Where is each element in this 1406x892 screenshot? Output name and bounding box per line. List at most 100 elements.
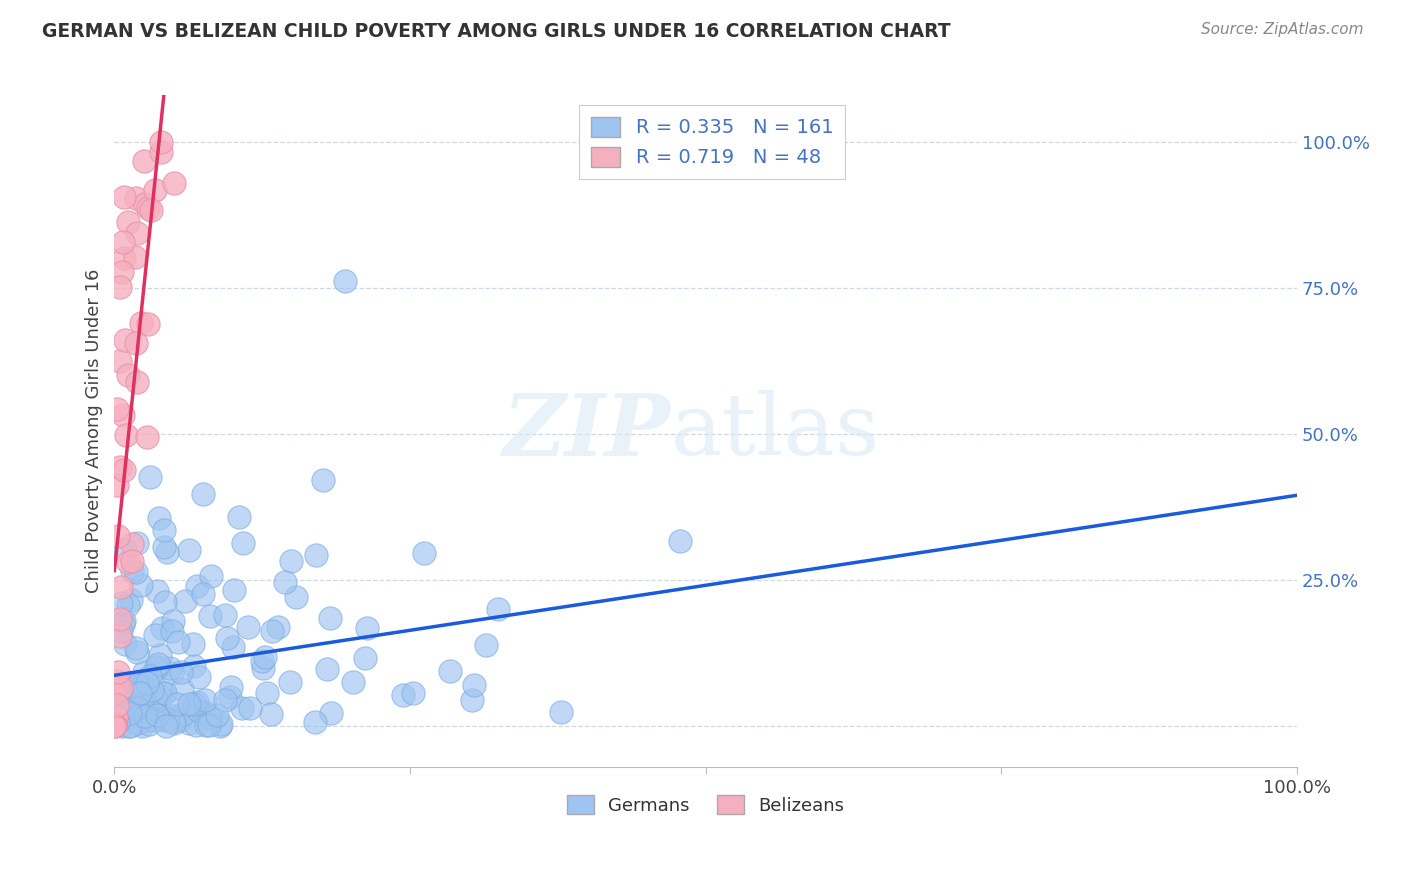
- Point: [112, 408, 135, 422]
- Point: [311, 473, 333, 487]
- Point: [121, 554, 143, 568]
- Point: [191, 705, 214, 719]
- Point: [197, 718, 219, 732]
- Point: [136, 675, 159, 690]
- Point: [260, 706, 283, 721]
- Point: [198, 711, 221, 725]
- Point: [125, 640, 148, 655]
- Point: [136, 201, 159, 215]
- Point: [125, 565, 148, 579]
- Point: [115, 682, 138, 697]
- Point: [125, 191, 148, 205]
- Point: [439, 664, 461, 678]
- Point: [148, 657, 170, 671]
- Point: [125, 677, 148, 691]
- Point: [162, 709, 184, 723]
- Point: [402, 686, 425, 700]
- Point: [239, 701, 262, 715]
- Point: [207, 707, 229, 722]
- Point: [172, 682, 194, 697]
- Point: [139, 470, 162, 484]
- Point: [104, 718, 127, 732]
- Point: [166, 697, 188, 711]
- Point: [118, 701, 141, 715]
- Point: [139, 669, 162, 683]
- Point: [112, 189, 135, 203]
- Point: [120, 593, 142, 607]
- Point: [156, 545, 179, 559]
- Point: [115, 428, 138, 442]
- Point: [304, 715, 326, 730]
- Point: [112, 615, 135, 629]
- Point: [110, 580, 132, 594]
- Point: [105, 673, 128, 688]
- Point: [136, 318, 159, 332]
- Point: [183, 697, 205, 711]
- Point: [194, 693, 217, 707]
- Point: [166, 634, 188, 648]
- Text: atlas: atlas: [671, 390, 879, 473]
- Point: [112, 252, 135, 266]
- Point: [155, 718, 177, 732]
- Point: [141, 683, 163, 698]
- Point: [108, 460, 131, 475]
- Point: [105, 477, 128, 491]
- Point: [342, 674, 364, 689]
- Point: [120, 706, 142, 720]
- Point: [262, 624, 284, 638]
- Point: [319, 611, 342, 625]
- Point: [121, 537, 143, 551]
- Point: [153, 595, 176, 609]
- Point: [142, 713, 165, 727]
- Point: [138, 717, 160, 731]
- Point: [162, 614, 184, 628]
- Point: [139, 203, 162, 218]
- Point: [114, 637, 136, 651]
- Point: [112, 617, 135, 632]
- Point: [181, 699, 204, 714]
- Point: [127, 715, 149, 730]
- Point: [108, 354, 131, 368]
- Point: [111, 265, 134, 279]
- Point: [112, 462, 135, 476]
- Point: [135, 430, 157, 444]
- Point: [160, 624, 183, 639]
- Point: [104, 719, 127, 733]
- Point: [475, 638, 498, 652]
- Point: [134, 154, 156, 169]
- Point: [104, 717, 127, 731]
- Point: [150, 621, 173, 635]
- Point: [304, 548, 326, 562]
- Point: [256, 685, 278, 699]
- Point: [209, 716, 232, 731]
- Point: [486, 601, 509, 615]
- Point: [356, 621, 378, 635]
- Point: [107, 698, 129, 712]
- Point: [128, 697, 150, 711]
- Point: [172, 707, 194, 722]
- Text: GERMAN VS BELIZEAN CHILD POVERTY AMONG GIRLS UNDER 16 CORRELATION CHART: GERMAN VS BELIZEAN CHILD POVERTY AMONG G…: [42, 22, 950, 41]
- Point: [143, 689, 166, 703]
- Point: [134, 665, 156, 679]
- Point: [231, 701, 253, 715]
- Point: [131, 719, 153, 733]
- Point: [232, 536, 254, 550]
- Point: [146, 583, 169, 598]
- Point: [219, 690, 242, 704]
- Point: [110, 279, 132, 293]
- Point: [254, 649, 277, 664]
- Point: [463, 678, 485, 692]
- Point: [105, 711, 128, 725]
- Point: [118, 719, 141, 733]
- Point: [111, 719, 134, 733]
- Point: [187, 703, 209, 717]
- Text: Source: ZipAtlas.com: Source: ZipAtlas.com: [1201, 22, 1364, 37]
- Point: [110, 596, 132, 610]
- Point: [179, 697, 201, 711]
- Point: [153, 541, 176, 555]
- Point: [179, 715, 201, 730]
- Point: [153, 710, 176, 724]
- Point: [219, 681, 242, 695]
- Point: [141, 692, 163, 706]
- Point: [135, 713, 157, 727]
